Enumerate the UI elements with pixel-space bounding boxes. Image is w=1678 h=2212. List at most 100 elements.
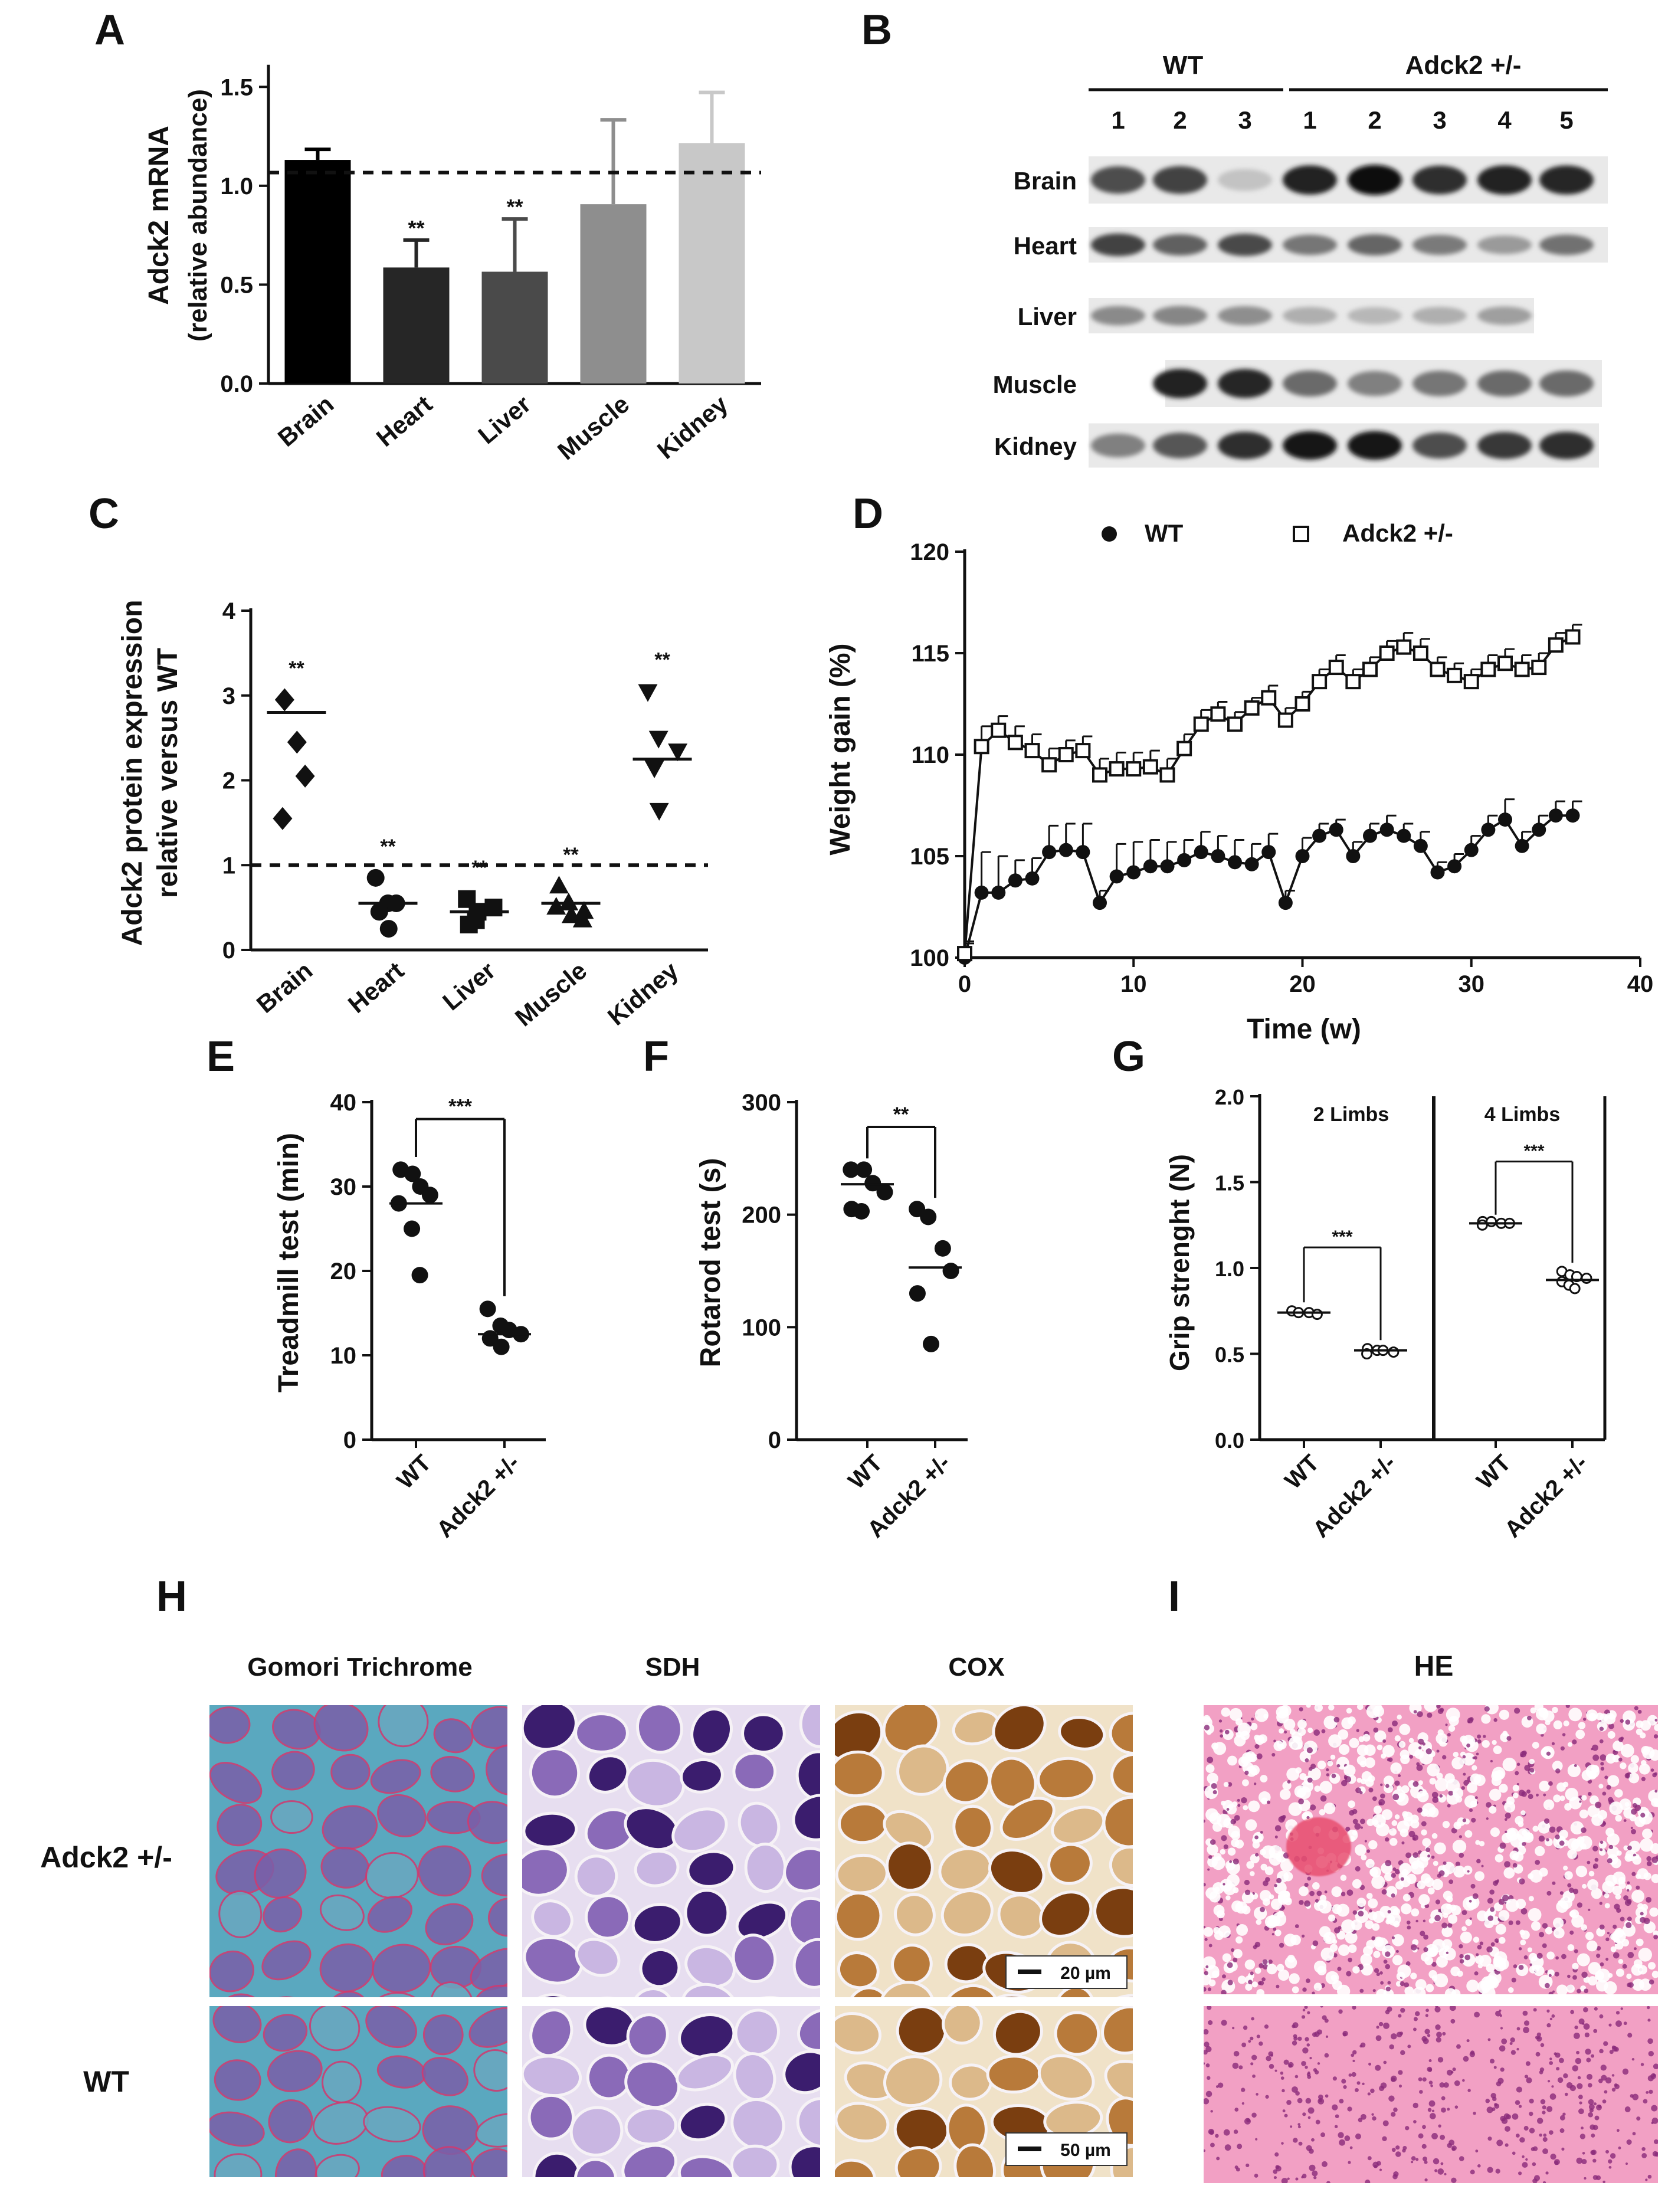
panel-h-gomori-adck2-fiber <box>270 1800 313 1834</box>
panel-i-he-adck2-vacuole <box>1212 1970 1220 1978</box>
panel-i-he-wt-nucleus <box>1583 2007 1588 2013</box>
panel-i-he-wt-nucleus <box>1641 2147 1646 2151</box>
panel-d-point-wt <box>991 885 1006 900</box>
panel-i-he-adck2-vacuole <box>1520 1930 1530 1940</box>
panel-i-he-adck2-vacuole <box>1452 1840 1467 1854</box>
panel-d-legend-adck2-marker <box>1293 526 1309 542</box>
panel-h-gomori-wt-fiber <box>421 2057 468 2096</box>
panel-i-he-adck2-nucleus <box>1304 1900 1310 1907</box>
panel-e-point <box>493 1338 510 1355</box>
panel-i-he-wt-nucleus <box>1290 2125 1293 2128</box>
panel-i-he-adck2-nucleus <box>1432 1797 1439 1803</box>
panel-i-he-wt-nucleus <box>1288 2063 1293 2068</box>
panel-i-he-adck2-vacuole <box>1610 1946 1617 1952</box>
panel-i-he-wt-nucleus <box>1287 2177 1290 2180</box>
panel-i-he-adck2-vacuole <box>1283 1872 1293 1882</box>
panel-g-point <box>1569 1283 1581 1295</box>
panel-i-he-adck2-nucleus <box>1655 1855 1658 1859</box>
panel-i-he-adck2-vacuole <box>1368 1911 1378 1921</box>
panel-i-he-wt-nucleus <box>1301 2015 1306 2019</box>
panel-b-tissue-label-muscle: Muscle <box>993 371 1077 398</box>
panel-i-he-wt-nucleus <box>1605 2077 1612 2084</box>
panel-d-x-tick-label: 10 <box>1120 971 1147 997</box>
panel-i-he-wt-nucleus <box>1492 2096 1497 2102</box>
panel-i-he-adck2-vacuole <box>1614 1928 1624 1938</box>
panel-i-he-adck2-vacuole <box>1477 1910 1488 1922</box>
panel-h-cox-wt-fiber <box>1037 2054 1095 2101</box>
panel-i-he-adck2-vacuole <box>1473 1936 1480 1943</box>
panel-i-he-wt-nucleus <box>1302 2174 1307 2178</box>
panel-b-band <box>1348 234 1402 255</box>
panel-d-legend-wt-marker <box>1102 526 1117 542</box>
panel-i-he-adck2-vacuole <box>1234 1839 1244 1849</box>
panel-i-he-adck2-vacuole <box>1653 1930 1658 1936</box>
panel-i-he-wt-nucleus <box>1292 2022 1299 2029</box>
panel-i-he-adck2-nucleus <box>1631 1872 1636 1876</box>
panel-i-he-adck2-vacuole <box>1570 1821 1584 1835</box>
panel-i-he-adck2-nucleus <box>1223 1883 1225 1886</box>
panel-i-he-adck2-nucleus <box>1567 1974 1571 1978</box>
panel-i-he-wt-nucleus <box>1601 2075 1607 2081</box>
panel-i-he-wt-nucleus <box>1546 2106 1553 2112</box>
panel-i-he-wt-nucleus <box>1338 2132 1344 2138</box>
panel-i-he-adck2-nucleus <box>1541 1733 1544 1737</box>
panel-i-he-adck2-vacuole <box>1620 1762 1627 1769</box>
panel-i-he-adck2-nucleus <box>1244 1771 1249 1775</box>
panel-h-gomori-adck2-fiber <box>372 1944 431 1993</box>
panel-h-scalebar-label-top: 20 µm <box>1060 1964 1111 1983</box>
panel-h-gomori-wt-fiber <box>263 2014 308 2052</box>
panel-h-sdh-wt-fiber <box>677 2155 735 2177</box>
panel-i-he-adck2-vacuole <box>1258 1791 1271 1804</box>
panel-i-he-wt-nucleus <box>1304 2006 1308 2009</box>
panel-i-he-adck2-vacuole <box>1596 1980 1608 1992</box>
panel-i-he-adck2-vacuole <box>1328 1705 1335 1710</box>
panel-i-he-adck2-vacuole <box>1274 1882 1287 1895</box>
panel-i-he-adck2-nucleus <box>1410 1944 1417 1951</box>
panel-i-he-wt-nucleus <box>1456 2044 1461 2049</box>
panel-i-he-adck2-nucleus <box>1607 1797 1614 1803</box>
panel-i-he-adck2-vacuole <box>1607 1775 1620 1787</box>
panel-i-he-adck2-nucleus <box>1420 1931 1425 1936</box>
panel-i-he-wt-nucleus <box>1352 2059 1355 2063</box>
panel-i-he-adck2-nucleus <box>1417 1807 1423 1813</box>
panel-d-line-chart: Weight gain (%) Time (w) WT Adck2 +/- 10… <box>825 519 1653 1045</box>
panel-i-he-adck2-vacuole <box>1328 1914 1336 1922</box>
panel-i-he-wt-nucleus <box>1207 2076 1211 2080</box>
panel-h-sdh-adck2-fiber <box>531 1899 573 1938</box>
panel-i-he-wt-nucleus <box>1434 2006 1441 2013</box>
panel-h-sdh-wt-fiber <box>624 2059 681 2109</box>
panel-h-sdh-adck2-fiber <box>636 1705 683 1754</box>
panel-i-he-adck2-nucleus <box>1605 1937 1610 1942</box>
panel-h-sdh-adck2-fiber <box>585 1894 631 1940</box>
panel-i-he-adck2-vacuole <box>1612 1885 1623 1896</box>
panel-i-he-adck2-vacuole <box>1462 1752 1476 1766</box>
panel-i-he-adck2-vacuole <box>1575 1729 1585 1739</box>
panel-i-he-wt-nucleus <box>1305 2098 1312 2104</box>
panel-i-he-wt-nucleus <box>1218 2082 1224 2088</box>
panel-i-he-adck2-vacuole <box>1641 1760 1647 1766</box>
panel-a-x-tick-label: Muscle <box>552 390 634 466</box>
panel-i-he-adck2-vacuole <box>1641 1746 1650 1755</box>
panel-i-he-adck2-nucleus <box>1369 1909 1372 1913</box>
panel-i-he-adck2-vacuole <box>1251 1981 1258 1988</box>
panel-i-he-adck2-vacuole <box>1349 1738 1359 1748</box>
panel-i-he-adck2-nucleus <box>1559 1891 1564 1895</box>
panel-i-he-wt-nucleus <box>1338 2009 1343 2014</box>
panel-i-he-wt-nucleus <box>1584 2032 1590 2037</box>
panel-i-he-wt-nucleus <box>1529 2112 1533 2116</box>
panel-i-he-wt-nucleus <box>1367 2092 1371 2096</box>
panel-i-he-wt-nucleus <box>1382 2136 1387 2141</box>
panel-letter-d: D <box>853 490 883 538</box>
panel-i-he-wt-nucleus <box>1559 2128 1565 2134</box>
panel-i-he-adck2-vacuole <box>1434 1973 1448 1988</box>
panel-d-point-wt <box>974 885 989 900</box>
panel-i-he-adck2-vacuole <box>1447 1914 1458 1924</box>
panel-d-point-wt <box>1008 873 1022 888</box>
panel-i-he-adck2-vacuole <box>1620 1744 1634 1758</box>
panel-i-he-adck2-vacuole <box>1528 1908 1542 1922</box>
panel-i-he-adck2-nucleus <box>1600 1767 1605 1771</box>
panel-i-he-adck2-vacuole <box>1538 1708 1549 1718</box>
panel-i-he-wt-nucleus <box>1433 2158 1440 2165</box>
panel-i-he-wt-nucleus <box>1419 2090 1423 2094</box>
